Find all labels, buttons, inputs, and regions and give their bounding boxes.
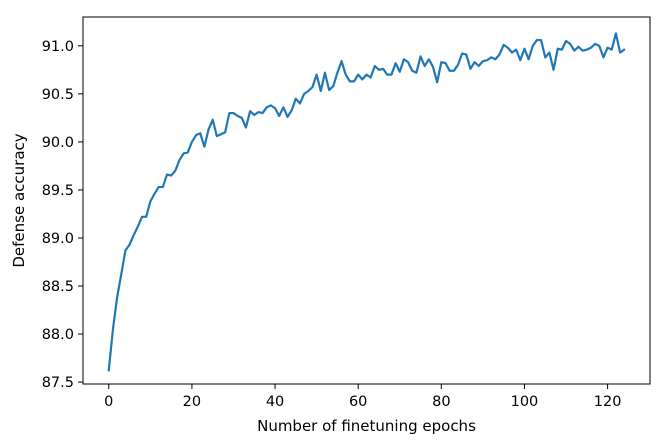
x-tick-label: 60 — [349, 394, 367, 410]
plot-frame — [82, 16, 651, 385]
y-tick-label: 88.5 — [42, 279, 74, 295]
x-tick-label: 20 — [183, 394, 201, 410]
series-line — [107, 32, 626, 372]
y-tick-label: 87.5 — [42, 375, 74, 391]
y-tick-label: 90.0 — [42, 135, 74, 151]
y-tick-label: 90.5 — [42, 87, 74, 103]
y-tick-label: 88.0 — [42, 327, 74, 343]
y-tick-label: 91.0 — [42, 39, 74, 55]
y-axis-label: Defense accuracy — [10, 133, 28, 267]
x-tick-label: 120 — [594, 394, 622, 410]
ticks-layer: 0 20 40 60 80 100 120 87.5 88.0 88.5 89.0 89.5 90.0 9… — [42, 39, 622, 410]
x-tick-label: 100 — [511, 394, 539, 410]
y-tick-label: 89.5 — [42, 183, 74, 199]
y-tick-label: 89.0 — [42, 231, 74, 247]
plot-area — [83, 17, 650, 384]
x-tick-label: 0 — [104, 394, 113, 410]
x-tick-label: 40 — [266, 394, 284, 410]
x-tick-label: 80 — [432, 394, 450, 410]
x-axis-label: Number of finetuning epochs — [257, 417, 476, 435]
